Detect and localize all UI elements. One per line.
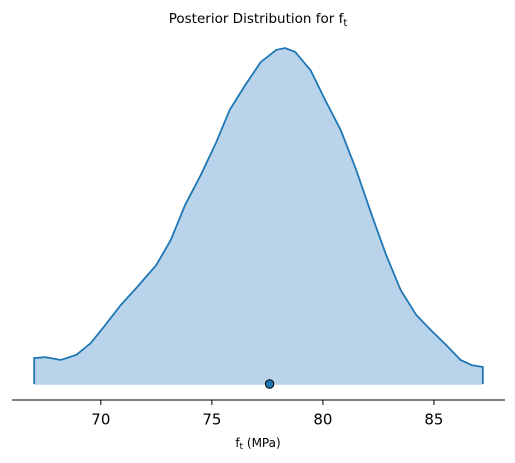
density-area (34, 48, 483, 384)
chart-title: Posterior Distribution for ft (169, 11, 348, 29)
xlabel-unit: (MPa) (243, 436, 281, 450)
density-line (33, 47, 484, 384)
title-subscript: t (343, 18, 347, 29)
x-tick-label: 85 (424, 411, 443, 429)
x-tick-label: 75 (202, 411, 221, 429)
x-axis-label: ft (MPa) (235, 436, 280, 452)
point-estimate (264, 379, 275, 389)
xlabel-subscript: t (240, 442, 244, 452)
title-text: Posterior Distribution for f (169, 11, 345, 27)
x-tick-label: 80 (313, 411, 332, 429)
xlabel-text: f (235, 436, 240, 450)
x-tick-label: 70 (91, 411, 110, 429)
